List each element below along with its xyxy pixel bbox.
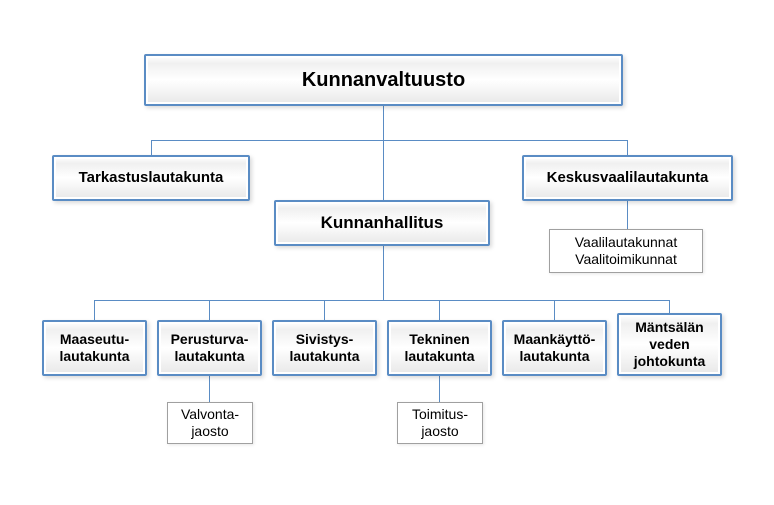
- connector: [324, 300, 325, 320]
- node-label-line2: lautakunta: [59, 348, 129, 365]
- node-label-line1: Sivistys-: [296, 331, 354, 348]
- connector: [669, 300, 670, 313]
- node-label-line1: Maaseutu-: [60, 331, 129, 348]
- node-label: Kunnanvaltuusto: [302, 68, 465, 92]
- node-label-line3: johtokunta: [634, 353, 706, 370]
- connector: [94, 300, 670, 301]
- node-keskusvaalilautakunta: Keskusvaalilautakunta: [522, 155, 733, 201]
- node-maaseutulautakunta: Maaseutu- lautakunta: [42, 320, 147, 376]
- connector: [627, 201, 628, 229]
- node-label: Tarkastuslautakunta: [79, 169, 224, 187]
- node-label-line1: Tekninen: [409, 331, 469, 348]
- node-maankayttolautakunta: Maankäyttö- lautakunta: [502, 320, 607, 376]
- node-vaalilautakunnat: Vaalilautakunnat Vaalitoimikunnat: [549, 229, 703, 273]
- node-label-line2: lautakunta: [174, 348, 244, 365]
- node-label-line2: jaosto: [421, 423, 458, 440]
- node-label: Kunnanhallitus: [321, 213, 444, 233]
- connector: [627, 140, 628, 155]
- connector: [94, 300, 95, 320]
- node-label-line2: lautakunta: [289, 348, 359, 365]
- node-kunnanhallitus: Kunnanhallitus: [274, 200, 490, 246]
- node-label-line1: Toimitus-: [412, 406, 468, 423]
- node-label-line2: lautakunta: [404, 348, 474, 365]
- node-label-line2: veden: [649, 336, 689, 353]
- connector: [439, 300, 440, 320]
- node-label-line2: jaosto: [191, 423, 228, 440]
- connector: [151, 140, 628, 141]
- connector: [151, 140, 152, 155]
- node-valvontajaosto: Valvonta- jaosto: [167, 402, 253, 444]
- connector: [439, 376, 440, 402]
- node-label-line1: Vaalilautakunnat: [575, 234, 677, 251]
- node-toimitusjaosto: Toimitus- jaosto: [397, 402, 483, 444]
- node-tarkastuslautakunta: Tarkastuslautakunta: [52, 155, 250, 201]
- connector: [383, 246, 384, 300]
- node-kunnanvaltuusto: Kunnanvaltuusto: [144, 54, 623, 106]
- node-label-line2: Vaalitoimikunnat: [575, 251, 677, 268]
- node-label-line1: Perusturva-: [171, 331, 249, 348]
- node-perusturvalautakunta: Perusturva- lautakunta: [157, 320, 262, 376]
- connector: [383, 106, 384, 200]
- node-label-line1: Mäntsälän: [635, 319, 703, 336]
- node-label-line1: Valvonta-: [181, 406, 239, 423]
- node-label: Keskusvaalilautakunta: [547, 169, 709, 187]
- node-label-line2: lautakunta: [519, 348, 589, 365]
- node-mantsalan-veden: Mäntsälän veden johtokunta: [617, 313, 722, 376]
- connector: [209, 300, 210, 320]
- node-tekninenlautakunta: Tekninen lautakunta: [387, 320, 492, 376]
- node-label-line1: Maankäyttö-: [514, 331, 596, 348]
- node-sivistyslautakunta: Sivistys- lautakunta: [272, 320, 377, 376]
- connector: [554, 300, 555, 320]
- connector: [209, 376, 210, 402]
